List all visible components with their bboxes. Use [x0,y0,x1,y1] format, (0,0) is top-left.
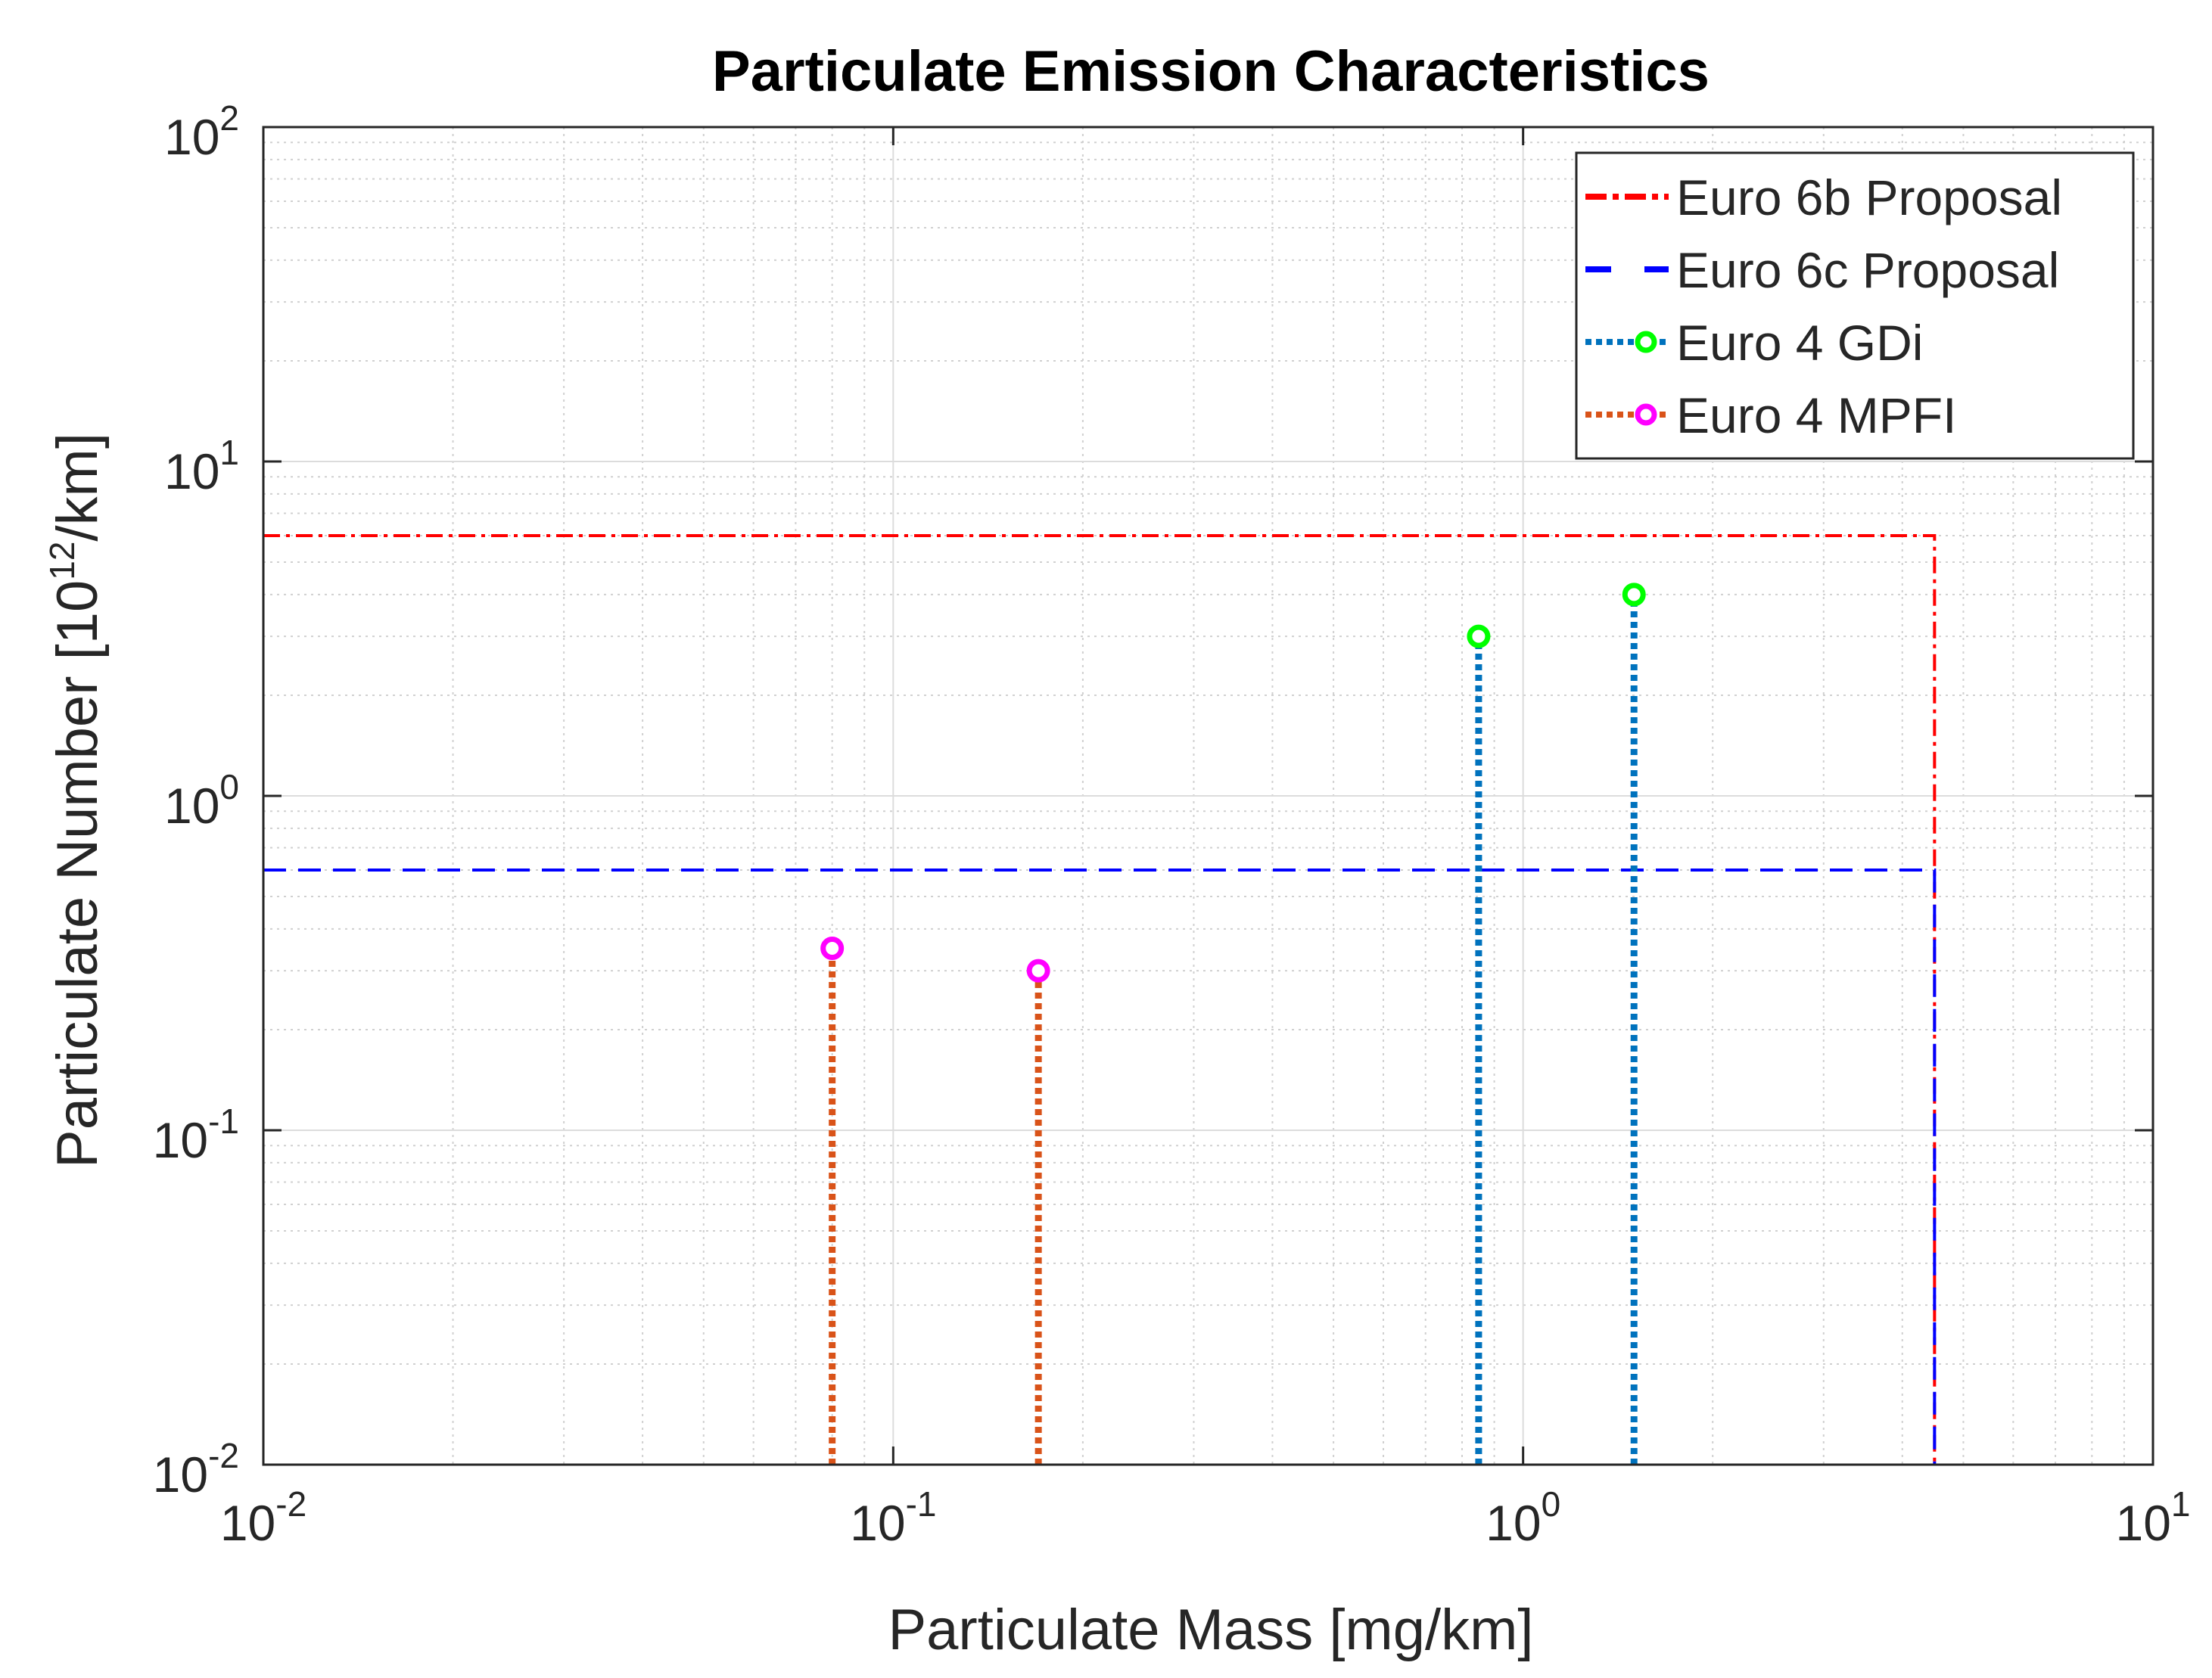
legend-label-euro-6b-proposal: Euro 6b Proposal [1676,169,2062,225]
legend-marker-euro-4-gdi [1635,331,1657,353]
y-tick-label: 101 [164,433,239,499]
y-axis-label: Particulate Number [1012/km] [42,433,110,1168]
x-tick-label: 100 [1486,1484,1560,1551]
y-axis-label-sup: 12 [42,542,82,580]
x-tick-label: 101 [2115,1484,2190,1551]
x-axis-label: Particulate Mass [mg/km] [888,1598,1533,1662]
y-tick-label: 102 [164,98,239,165]
y-tick-label: 10-1 [153,1102,239,1168]
y-axis-label-base: Particulate Number [10 [45,580,110,1168]
legend-label-euro-6c-proposal: Euro 6c Proposal [1676,242,2059,298]
series-layer [263,534,1937,1465]
marker-euro-4-mpfi-0 [820,937,845,961]
legend: Euro 6b Proposal Euro 6c Proposal Euro 4 G… [1575,151,2135,460]
marker-euro-4-mpfi-1 [1026,959,1050,983]
legend-marker-euro-4-mpfi [1635,403,1657,426]
axes [262,126,2154,1466]
x-tick-label: 10-1 [850,1484,936,1551]
legend-box [1575,151,2135,460]
y-tick-label: 100 [164,767,239,834]
tick-labels: 10-2 10-1 100 101 10-2 10-1 100 101 102 [153,98,2191,1551]
series-line-euro-6c-proposal [263,869,1937,1465]
x-tick-label: 10-2 [220,1484,306,1551]
y-axis-label-tail: /km] [45,433,110,542]
legend-label-euro-4-gdi: Euro 4 GDi [1676,315,1923,371]
legend-label-euro-4-mpfi: Euro 4 MPFI [1676,387,1956,443]
marker-euro-4-gdi-1 [1622,583,1646,607]
y-tick-label: 10-2 [153,1436,239,1502]
marker-euro-4-gdi-0 [1467,624,1491,648]
chart-title: Particulate Emission Characteristics [712,39,1710,104]
